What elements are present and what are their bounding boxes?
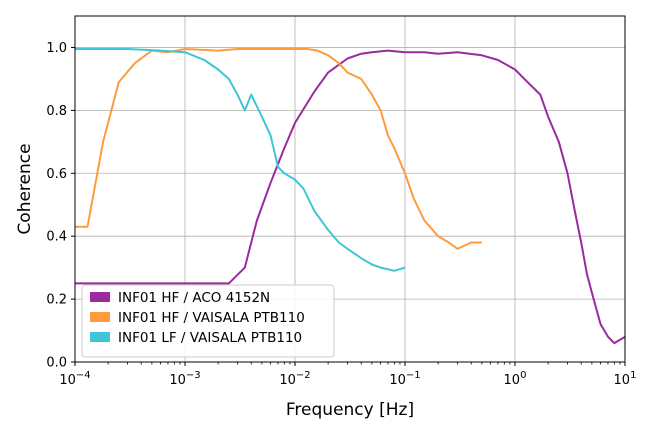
- y-tick-label: 0.2: [46, 293, 67, 308]
- x-tick-base: 10: [279, 373, 296, 388]
- series-line-2: [75, 48, 482, 250]
- x-tick-label: 10−2: [279, 370, 310, 388]
- y-tick-label: 0.6: [46, 167, 67, 182]
- legend-label: INF01 HF / ACO 4152N: [118, 290, 270, 306]
- legend-box: [81, 284, 335, 358]
- x-tick-exponent: −2: [296, 370, 311, 381]
- y-tick-label: 1.0: [46, 41, 67, 56]
- legend-label: INF01 HF / VAISALA PTB110: [118, 310, 305, 326]
- x-tick-base: 10: [389, 373, 406, 388]
- x-tick-base: 10: [169, 373, 186, 388]
- x-tick-label: 10−3: [169, 370, 200, 388]
- legend-swatch: [90, 292, 110, 302]
- y-tick-label: 0.8: [46, 104, 67, 119]
- y-axis-label: Coherence: [15, 143, 35, 234]
- x-tick-base: 10: [504, 373, 521, 388]
- x-tick-base: 10: [59, 373, 76, 388]
- series-line-3: [75, 48, 406, 272]
- tick-layer: 0.00.20.40.60.81.010−4 10−3 10−2 10−1 100 101: [46, 41, 636, 388]
- y-tick-label: 0.4: [46, 230, 67, 245]
- legend-swatch: [90, 312, 110, 322]
- x-tick-label: 10−1: [389, 370, 420, 388]
- legend-label: INF01 LF / VAISALA PTB110: [118, 330, 302, 346]
- y-tick-label: 0.0: [46, 356, 67, 371]
- legend-swatch: [90, 332, 110, 342]
- x-tick-label: 100: [504, 370, 527, 388]
- x-tick-exponent: 1: [630, 370, 636, 381]
- legend: INF01 HF / ACO 4152N INF01 HF / VAISALA P…: [81, 284, 335, 358]
- series-layer: [75, 48, 626, 345]
- x-tick-exponent: 0: [520, 370, 526, 381]
- x-tick-label: 101: [614, 370, 637, 388]
- plot-frame: [74, 15, 626, 363]
- x-tick-label: 10−4: [59, 370, 90, 388]
- x-tick-exponent: −1: [406, 370, 421, 381]
- x-axis-label: Frequency [Hz]: [286, 400, 414, 420]
- x-tick-base: 10: [614, 373, 631, 388]
- x-tick-exponent: −3: [186, 370, 201, 381]
- x-tick-exponent: −4: [76, 370, 91, 381]
